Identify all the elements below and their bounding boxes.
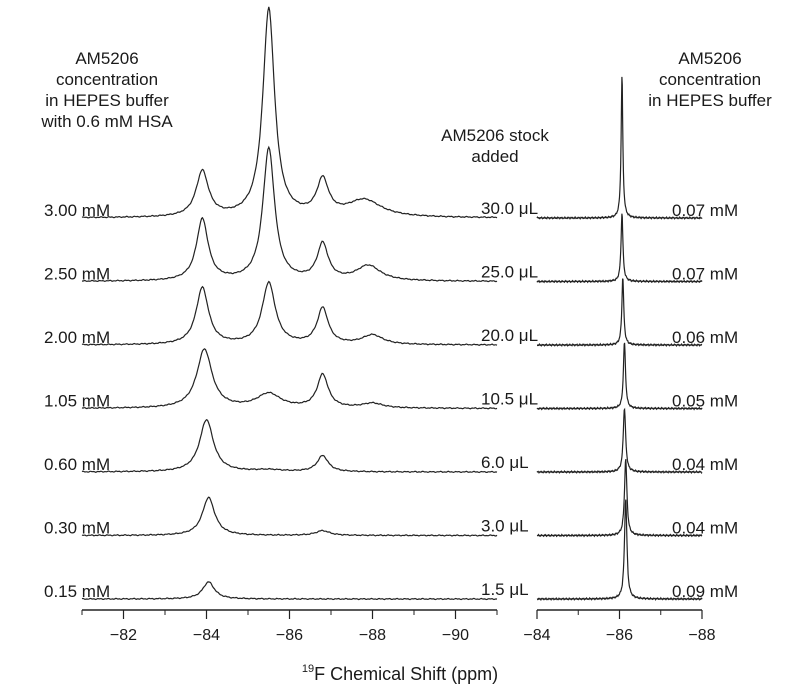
spectra-traces <box>81 6 703 602</box>
right-concentration-label: 0.04 mM <box>672 519 738 538</box>
left-concentration-label: 0.15 mM <box>44 582 110 601</box>
spectrum-right-2 <box>536 213 703 284</box>
left-tick-label: −88 <box>359 627 386 644</box>
left-concentration-label: 2.50 mM <box>44 265 110 284</box>
right-concentration-label: 0.06 mM <box>672 328 738 347</box>
x-axis-label-text: F Chemical Shift (ppm) <box>314 664 498 684</box>
right-concentration-label: 0.09 mM <box>672 582 738 601</box>
stock-added-label: 30.0 μL <box>481 199 538 218</box>
x-axis-label: 19F Chemical Shift (ppm) <box>302 663 498 684</box>
left-concentration-label: 0.30 mM <box>44 519 110 538</box>
stock-added-label: 25.0 μL <box>481 263 538 282</box>
left-concentration-label: 0.60 mM <box>44 455 110 474</box>
x-axes: −82 −84 −86 −88 −90 −84 −86 −88 <box>81 609 716 644</box>
spectrum-right-6 <box>536 459 703 538</box>
stock-added-label: 20.0 μL <box>481 326 538 345</box>
row-labels: 3.00 mM 30.0 μL 0.07 mM 2.50 mM 25.0 μL 0.07 … <box>44 199 738 601</box>
stock-added-label: 10.5 μL <box>481 390 538 409</box>
spectrum-left-6 <box>81 496 498 537</box>
right-concentration-label: 0.04 mM <box>672 455 738 474</box>
right-concentration-label: 0.07 mM <box>672 201 738 220</box>
left-tick-label: −84 <box>193 627 220 644</box>
spectrum-right-5 <box>536 407 703 475</box>
spectrum-left-5 <box>81 418 498 474</box>
left-tick-label: −86 <box>276 627 303 644</box>
spectrum-left-2 <box>81 145 498 283</box>
spectrum-right-4 <box>536 342 703 411</box>
right-tick-label: −88 <box>688 627 715 644</box>
left-concentration-label: 2.00 mM <box>44 328 110 347</box>
spectrum-right-7 <box>536 499 703 602</box>
left-tick-label: −82 <box>110 627 137 644</box>
spectrum-right-3 <box>536 278 703 348</box>
stock-added-label: 6.0 μL <box>481 453 529 472</box>
right-concentration-label: 0.07 mM <box>672 265 738 284</box>
left-concentration-label: 3.00 mM <box>44 201 110 220</box>
spectrum-right-1 <box>536 76 703 221</box>
middle-column-header: AM5206 stock added <box>441 126 549 166</box>
right-tick-label: −84 <box>523 627 550 644</box>
spectrum-left-4 <box>81 348 498 410</box>
left-tick-label: −90 <box>442 627 469 644</box>
spectrum-left-1 <box>81 6 498 219</box>
right-column-header: AM5206 concentration in HEPES buffer <box>648 49 772 110</box>
right-concentration-label: 0.05 mM <box>672 392 738 411</box>
left-column-header: AM5206 concentration in HEPES buffer wit… <box>41 49 173 131</box>
left-concentration-label: 1.05 mM <box>44 392 110 411</box>
right-tick-label: −86 <box>606 627 633 644</box>
x-axis-label-superscript: 19 <box>302 663 314 675</box>
spectrum-left-3 <box>81 280 498 346</box>
stock-added-label: 1.5 μL <box>481 580 529 599</box>
stock-added-label: 3.0 μL <box>481 517 529 536</box>
spectrum-left-7 <box>81 581 498 601</box>
